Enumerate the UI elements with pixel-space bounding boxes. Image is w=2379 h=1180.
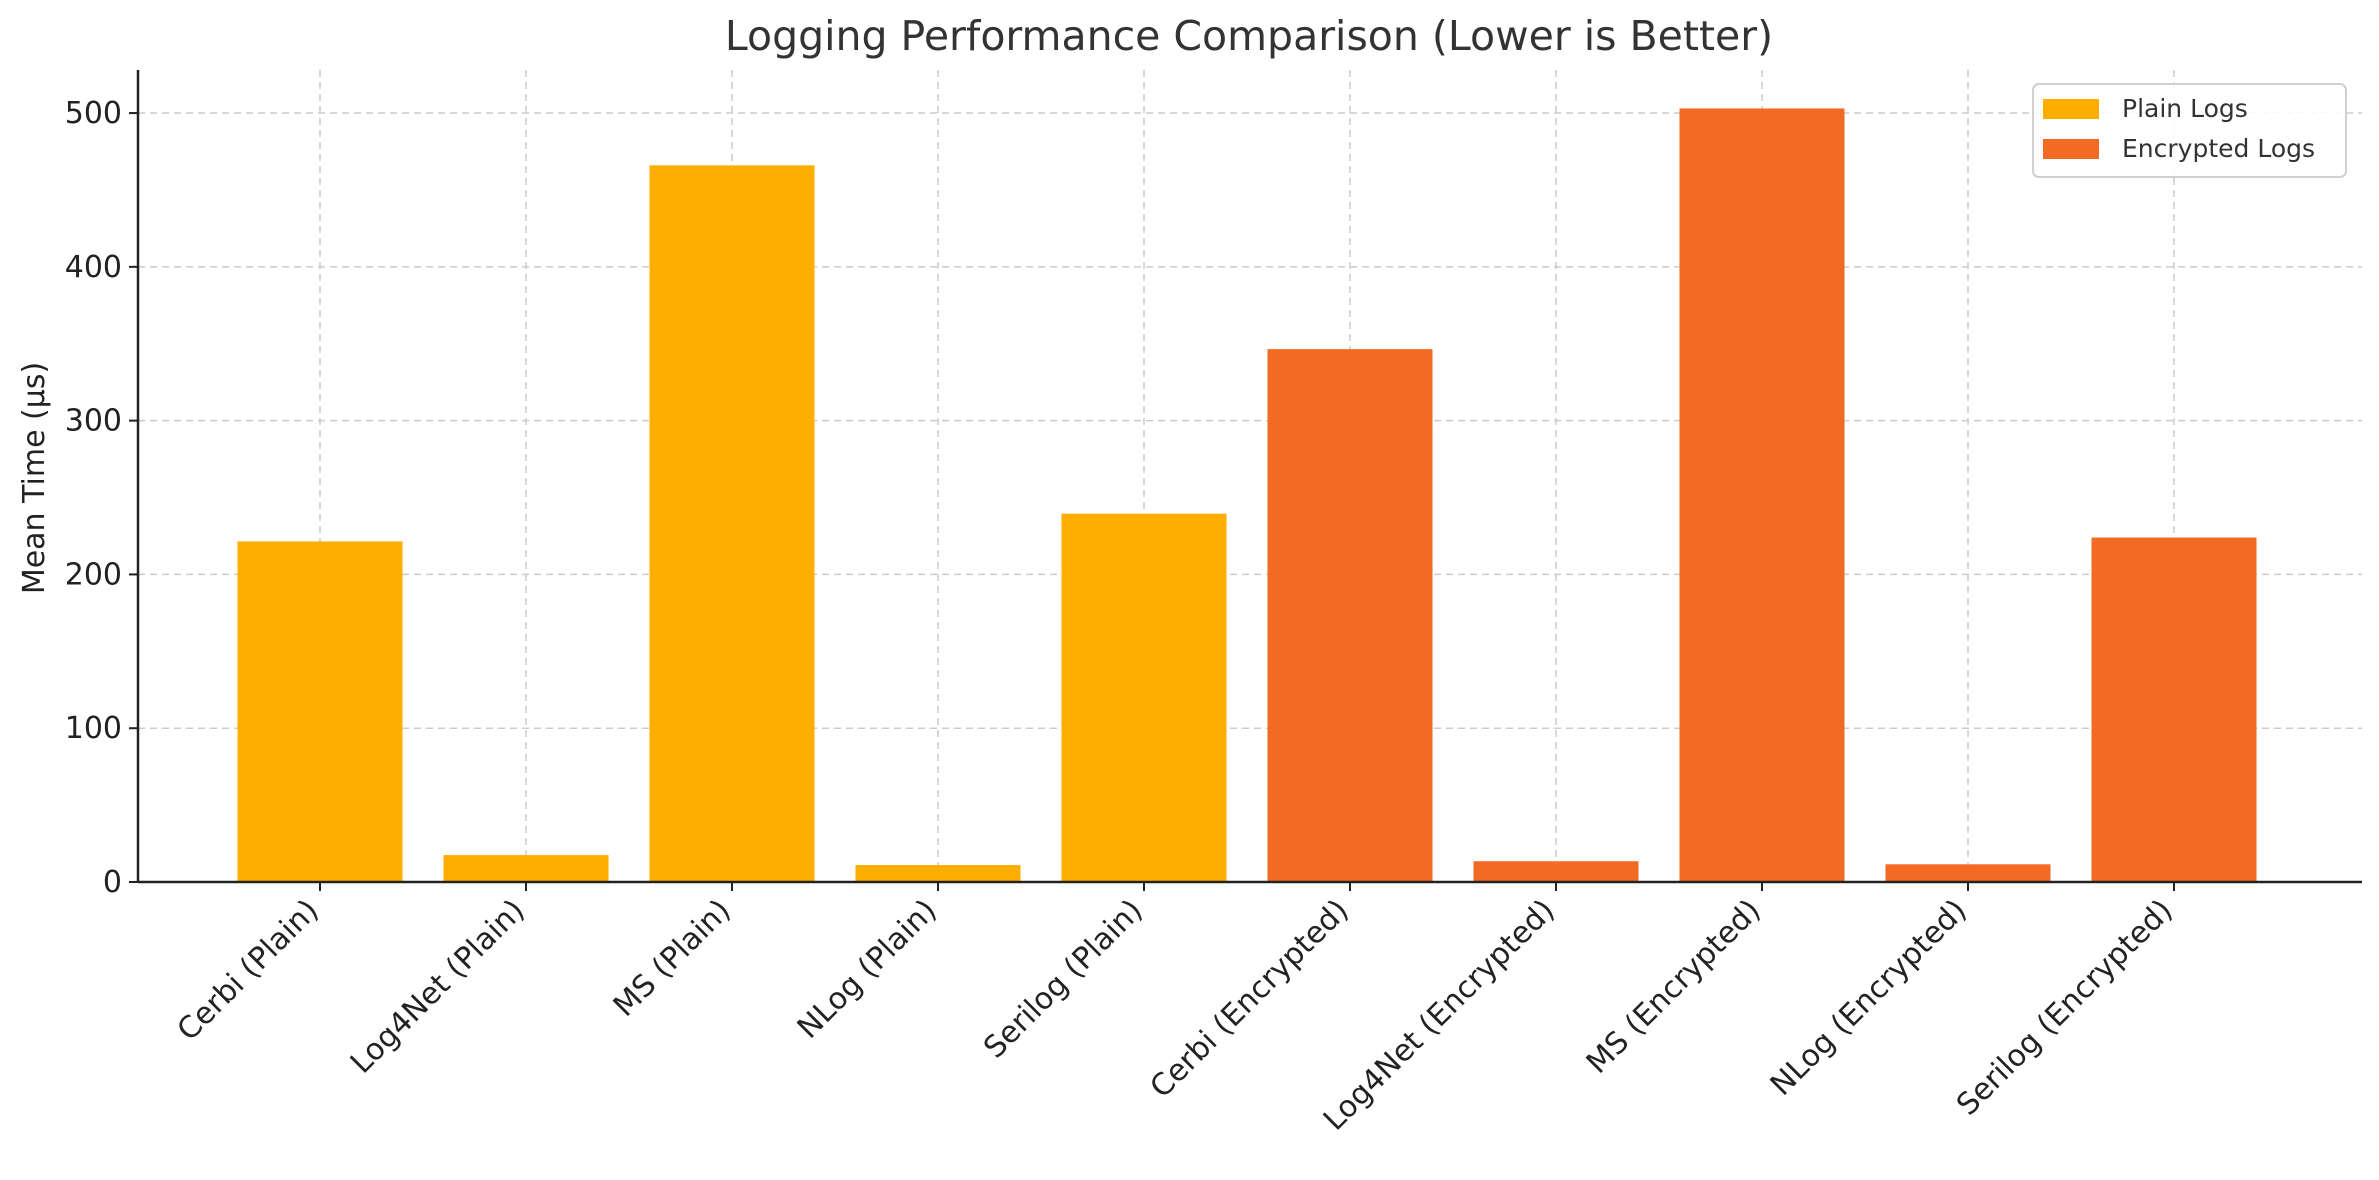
x-tick-label: Serilog (Plain) — [977, 893, 1150, 1066]
x-tick-label: Log4Net (Plain) — [344, 893, 532, 1081]
x-tick-label: NLog (Encrypted) — [1764, 893, 1974, 1103]
y-tick-label: 100 — [65, 711, 122, 746]
bar — [1473, 861, 1639, 882]
chart-title: Logging Performance Comparison (Lower is… — [725, 12, 1773, 60]
grid — [138, 70, 2362, 883]
legend-box — [2032, 83, 2347, 178]
bar — [237, 541, 403, 882]
bar — [649, 165, 815, 882]
x-axis-ticks: Cerbi (Plain) Log4Net (Plain) MS (Plain) NL… — [171, 882, 2180, 1138]
bar — [1885, 864, 2051, 882]
bar — [855, 865, 1021, 882]
x-tick-label: Cerbi (Encrypted) — [1144, 893, 1356, 1105]
y-tick-label: 200 — [65, 557, 122, 592]
x-tick-label: Log4Net (Encrypted) — [1317, 893, 1562, 1138]
y-tick-label: 300 — [65, 404, 122, 439]
legend-label: Encrypted Logs — [2122, 134, 2315, 163]
x-tick-label: MS (Encrypted) — [1580, 893, 1768, 1081]
bars — [237, 108, 2257, 883]
bar — [2091, 537, 2257, 882]
legend-label: Plain Logs — [2122, 94, 2248, 123]
legend: Plain Logs Encrypted Logs — [2032, 83, 2347, 178]
y-tick-label: 500 — [65, 96, 122, 131]
y-tick-label: 400 — [65, 250, 122, 285]
x-tick-label: Serilog (Encrypted) — [1950, 893, 2180, 1123]
x-tick-label: NLog (Plain) — [791, 893, 944, 1046]
axes — [136, 70, 2362, 884]
x-tick-label: MS (Plain) — [607, 893, 738, 1024]
bar — [443, 855, 609, 882]
legend-swatch — [2043, 99, 2099, 119]
bar — [1679, 108, 1845, 883]
bar — [1267, 349, 1433, 882]
bar — [1061, 513, 1227, 882]
legend-swatch — [2043, 139, 2099, 159]
y-axis-label: Mean Time (µs) — [17, 362, 52, 594]
y-tick-label: 0 — [103, 865, 122, 900]
y-axis-ticks: 0 100 200 300 400 500 — [65, 96, 138, 900]
x-tick-label: Cerbi (Plain) — [171, 893, 326, 1048]
